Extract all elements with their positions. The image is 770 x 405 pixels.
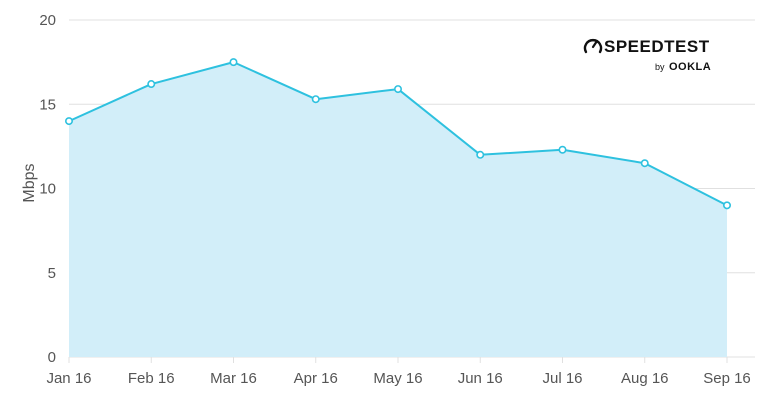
data-point [722, 201, 731, 210]
data-point [640, 159, 649, 168]
x-tick-label: May 16 [373, 370, 422, 387]
data-point [147, 80, 156, 89]
data-point [558, 145, 567, 154]
speedometer-icon [583, 39, 603, 54]
logo-by: by [655, 62, 665, 72]
x-tick-label: Jan 16 [46, 370, 91, 387]
logo-name: SPEEDTEST [604, 37, 710, 56]
y-axis-ticks: 0 5 10 15 20 [39, 12, 56, 366]
logo-brand: OOKLA [669, 61, 711, 73]
speedtest-logo: SPEEDTEST by OOKLA [583, 37, 711, 73]
y-tick-label: 5 [48, 265, 56, 282]
y-tick-label: 15 [39, 96, 56, 113]
data-point [476, 150, 485, 159]
y-axis-label: Mbps [21, 163, 38, 202]
x-tick-label: Apr 16 [294, 370, 338, 387]
y-tick-label: 0 [48, 349, 56, 366]
data-point [65, 117, 74, 126]
x-tick-label: Aug 16 [621, 370, 669, 387]
data-point [311, 95, 320, 104]
x-tick-label: Jun 16 [458, 370, 503, 387]
x-tick-label: Jul 16 [542, 370, 582, 387]
y-tick-label: 20 [39, 12, 56, 29]
data-points [65, 58, 731, 210]
data-point [393, 85, 402, 94]
data-point [229, 58, 238, 67]
x-tick-label: Mar 16 [210, 370, 257, 387]
y-tick-label: 10 [39, 181, 56, 198]
x-tick-label: Sep 16 [703, 370, 751, 387]
area-shape [69, 62, 727, 357]
x-axis-ticks: Jan 16 Feb 16 Mar 16 Apr 16 May 16 Jun 16 Jul … [46, 357, 751, 387]
x-tick-label: Feb 16 [128, 370, 175, 387]
area-fill [69, 62, 727, 357]
